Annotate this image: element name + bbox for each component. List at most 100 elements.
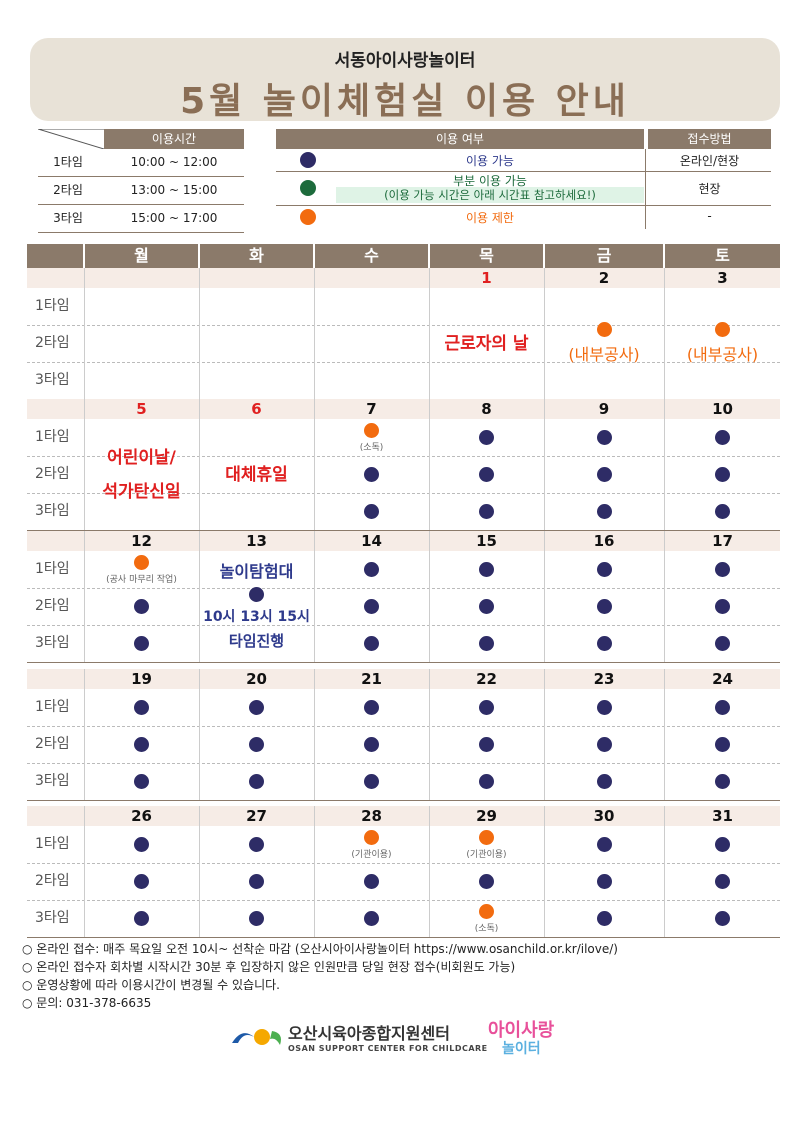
week-divider [27, 800, 780, 801]
slot-divider [27, 863, 780, 864]
slot-cell [430, 419, 543, 456]
navy-dot-icon [715, 430, 730, 445]
expedition-times: 10시 13시 15시 [203, 609, 310, 625]
navy-dot-icon [134, 599, 149, 614]
calendar-week: 5 6 7 8 9 10 1타임 2타임 3타임 (소독) 어린이날/석가탄신일 대체휴일 [27, 399, 780, 531]
navy-dot-icon [300, 152, 316, 168]
column-divider [544, 268, 545, 399]
navy-dot-icon [715, 467, 730, 482]
slot-cell [430, 763, 543, 800]
week-date-row [27, 806, 780, 826]
slot-cell [85, 863, 198, 900]
slot-cell [665, 419, 780, 456]
slot-cell [665, 625, 780, 662]
navy-dot-icon [364, 737, 379, 752]
center-logo-icon [232, 1028, 281, 1045]
slot-cell [545, 588, 663, 625]
date-number: 23 [593, 670, 615, 688]
slot-cell [430, 726, 543, 763]
orange-dot-icon [715, 322, 730, 337]
slot-cell [430, 863, 543, 900]
navy-dot-icon [134, 737, 149, 752]
slot-cell [665, 588, 780, 625]
column-divider [429, 806, 430, 937]
slot-cell [85, 900, 198, 937]
status-method: 온라인/현장 [679, 154, 740, 168]
week-divider [27, 530, 780, 531]
column-divider [544, 399, 545, 530]
navy-dot-icon [134, 700, 149, 715]
slot-divider [27, 588, 780, 589]
slot-cell [315, 493, 428, 530]
week-date-row [27, 531, 780, 551]
slot-cell [85, 763, 198, 800]
navy-dot-icon [715, 911, 730, 926]
navy-dot-icon [596, 874, 612, 889]
navy-dot-icon [596, 737, 612, 752]
slot-divider [27, 456, 780, 457]
status-desc: 부분 이용 가능 [453, 174, 527, 188]
center-name: 오산시육아종합지원센터 [288, 1024, 450, 1043]
status-desc: 이용 가능 [466, 154, 514, 168]
cell-note: (기관이용) [351, 849, 392, 860]
slot-divider [27, 763, 780, 764]
date-number: 20 [246, 670, 267, 688]
status-divider [645, 149, 646, 229]
date-number: 13 [246, 532, 267, 550]
orange-dot-icon [364, 422, 379, 438]
navy-dot-icon [364, 504, 379, 519]
navy-dot-icon [596, 504, 612, 519]
slot-label: 1타임 [35, 429, 70, 445]
date-number: 21 [361, 670, 382, 688]
slot-divider [27, 726, 780, 727]
status-desc-note: (이용 가능 시간은 아래 시간표 참고하세요!) [336, 187, 644, 203]
date-number: 14 [361, 532, 382, 550]
slot-cell [315, 863, 428, 900]
column-divider [664, 399, 665, 530]
slot-cell [545, 900, 663, 937]
column-divider [664, 531, 665, 662]
slot-cell [665, 763, 780, 800]
slot-cell [430, 551, 543, 588]
slot-cell [430, 625, 543, 662]
day-header-fri: 금 [545, 244, 663, 268]
column-divider [84, 669, 85, 800]
cell-note: (소독) [359, 442, 384, 453]
orange-dot-icon [479, 903, 494, 919]
slot-cell [85, 588, 198, 625]
column-divider [314, 268, 315, 399]
special-cell: 어린이날/석가탄신일 [85, 419, 198, 530]
navy-dot-icon [715, 837, 730, 852]
day-header-wed: 수 [315, 244, 428, 268]
navy-dot-icon [479, 737, 494, 752]
cell-note: (기관이용) [466, 849, 507, 860]
status-desc: 이용 제한 [466, 211, 514, 225]
day-header-tue: 화 [200, 244, 313, 268]
navy-dot-icon [596, 911, 612, 926]
week-date-row [27, 669, 780, 689]
column-divider [84, 399, 85, 530]
navy-dot-icon [715, 700, 730, 715]
slot-cell [665, 900, 780, 937]
column-divider [664, 268, 665, 399]
special-cell: 근로자의 날 [430, 288, 543, 399]
navy-dot-icon [249, 911, 264, 926]
calendar-corner [27, 244, 83, 268]
slot-cell [200, 826, 313, 863]
cell-note: (소독) [474, 923, 499, 934]
navy-dot-icon [596, 599, 612, 614]
time-row: 2타임 13:00 ~ 15:00 [38, 177, 244, 205]
slot-cell [545, 419, 663, 456]
orange-dot-icon [596, 322, 612, 337]
column-divider [429, 268, 430, 399]
slot-cell [665, 863, 780, 900]
column-divider [664, 806, 665, 937]
slot-cell [545, 763, 663, 800]
navy-dot-icon [479, 874, 494, 889]
slot-label: 3타임 [35, 910, 70, 926]
navy-dot-icon [715, 774, 730, 789]
time-row-label: 3타임 [53, 211, 83, 225]
slot-cell [315, 625, 428, 662]
slot-label: 3타임 [35, 773, 70, 789]
navy-dot-icon [596, 774, 612, 789]
